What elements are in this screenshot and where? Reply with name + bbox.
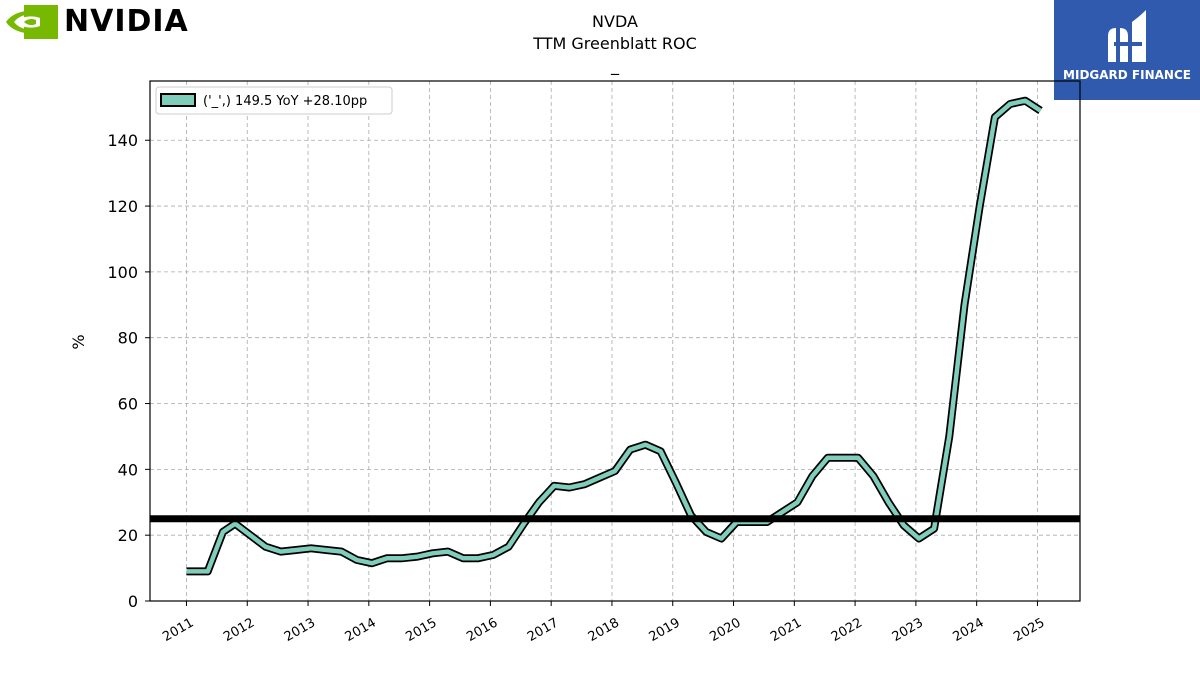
x-tick-label: 2021	[768, 615, 804, 645]
y-tick-label: 20	[118, 526, 138, 545]
plot-frame	[149, 80, 1081, 602]
series-line-outline	[186, 96, 1043, 576]
chart-subtitle-2: _	[611, 56, 619, 75]
legend-swatch	[160, 93, 196, 107]
legend: ('_',) 149.5 YoY +28.10pp	[155, 86, 393, 115]
y-tick-label: 80	[118, 329, 138, 348]
grid	[150, 81, 1080, 601]
x-tick-label: 2014	[343, 615, 379, 645]
x-tick-label: 2020	[707, 615, 743, 645]
x-tick-label: 2018	[586, 615, 622, 645]
y-tick-label: 140	[107, 131, 138, 150]
x-tick-label: 2025	[1011, 615, 1047, 645]
midgard-emblem-icon	[1108, 10, 1146, 62]
series-group	[150, 96, 1080, 576]
x-tick-label: 2013	[282, 615, 318, 645]
x-tick-label: 2023	[890, 615, 926, 645]
x-tick-label: 2016	[464, 615, 500, 645]
midgard-finance-badge: MIDGARD FINANCE	[1054, 0, 1200, 100]
legend-box	[155, 86, 393, 115]
y-tick-label: 60	[118, 395, 138, 414]
x-tick-label: 2024	[951, 615, 987, 645]
legend-label: ('_',) 149.5 YoY +28.10pp	[203, 94, 367, 109]
y-tick-label: 100	[107, 263, 138, 282]
y-axis: 0 20 40 60 80 100 120 140	[107, 131, 150, 611]
badge-text: MIDGARD FINANCE	[1063, 68, 1191, 82]
nvidia-eye-icon	[6, 4, 58, 39]
nvidia-logo: NVIDIA	[4, 4, 189, 39]
x-axis: 2011 2012 2013 2014 2015 2016 2017 2018 2019 2020…	[160, 601, 1047, 645]
x-tick-label: 2017	[525, 615, 561, 645]
chart-title: NVDA	[592, 12, 638, 31]
x-tick-label: 2019	[647, 615, 683, 645]
series-line	[186, 98, 1042, 574]
y-tick-label: 0	[128, 592, 138, 611]
y-tick-label: 40	[118, 460, 138, 479]
x-tick-label: 2012	[221, 615, 257, 645]
y-axis-label: %	[69, 334, 88, 349]
x-tick-label: 2015	[403, 615, 439, 645]
chart-subtitle: TTM Greenblatt ROC	[533, 34, 697, 53]
x-tick-label: 2022	[829, 615, 865, 645]
y-tick-label: 120	[107, 197, 138, 216]
x-tick-label: 2011	[160, 615, 196, 645]
brand-name: NVIDIA	[64, 4, 189, 39]
